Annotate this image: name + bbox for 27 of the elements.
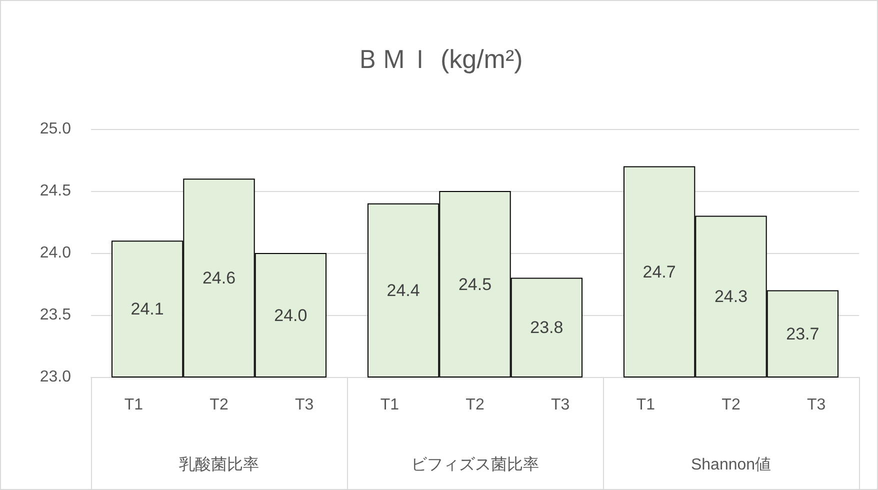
data-label: 23.8 <box>530 318 564 338</box>
x-tick-label: T3 <box>550 396 570 414</box>
y-tick-label: 25.0 <box>40 120 72 138</box>
data-label: 24.7 <box>642 262 676 282</box>
data-label: 24.4 <box>386 280 420 300</box>
x-tick-label: T2 <box>722 396 740 414</box>
chart-title: ＢＭＩ (kg/m²) <box>355 44 523 74</box>
data-label: 24.1 <box>130 300 164 319</box>
x-tick-label: T1 <box>124 396 144 414</box>
y-tick-label: 24.0 <box>40 244 72 262</box>
x-tick-label: T2 <box>466 396 484 414</box>
data-label: 24.3 <box>714 287 748 306</box>
data-label: 24.6 <box>202 268 236 288</box>
data-label: 24.5 <box>458 274 492 294</box>
y-tick-label: 23.0 <box>40 368 72 386</box>
x-tick-label: T3 <box>806 396 826 414</box>
data-label: 23.7 <box>786 324 820 344</box>
text: ビフィズス菌比率 <box>411 456 539 474</box>
y-tick-label: 23.5 <box>40 306 72 324</box>
text: Shannon値 <box>690 456 772 474</box>
x-tick-label: T1 <box>380 396 400 414</box>
data-label: 24.0 <box>274 306 308 325</box>
x-tick-label: T2 <box>210 396 228 414</box>
x-tick-label: T1 <box>636 396 656 414</box>
text: 乳酸菌比率 <box>179 456 259 474</box>
y-tick-label: 24.5 <box>40 182 72 200</box>
x-tick-label: T3 <box>294 396 314 414</box>
